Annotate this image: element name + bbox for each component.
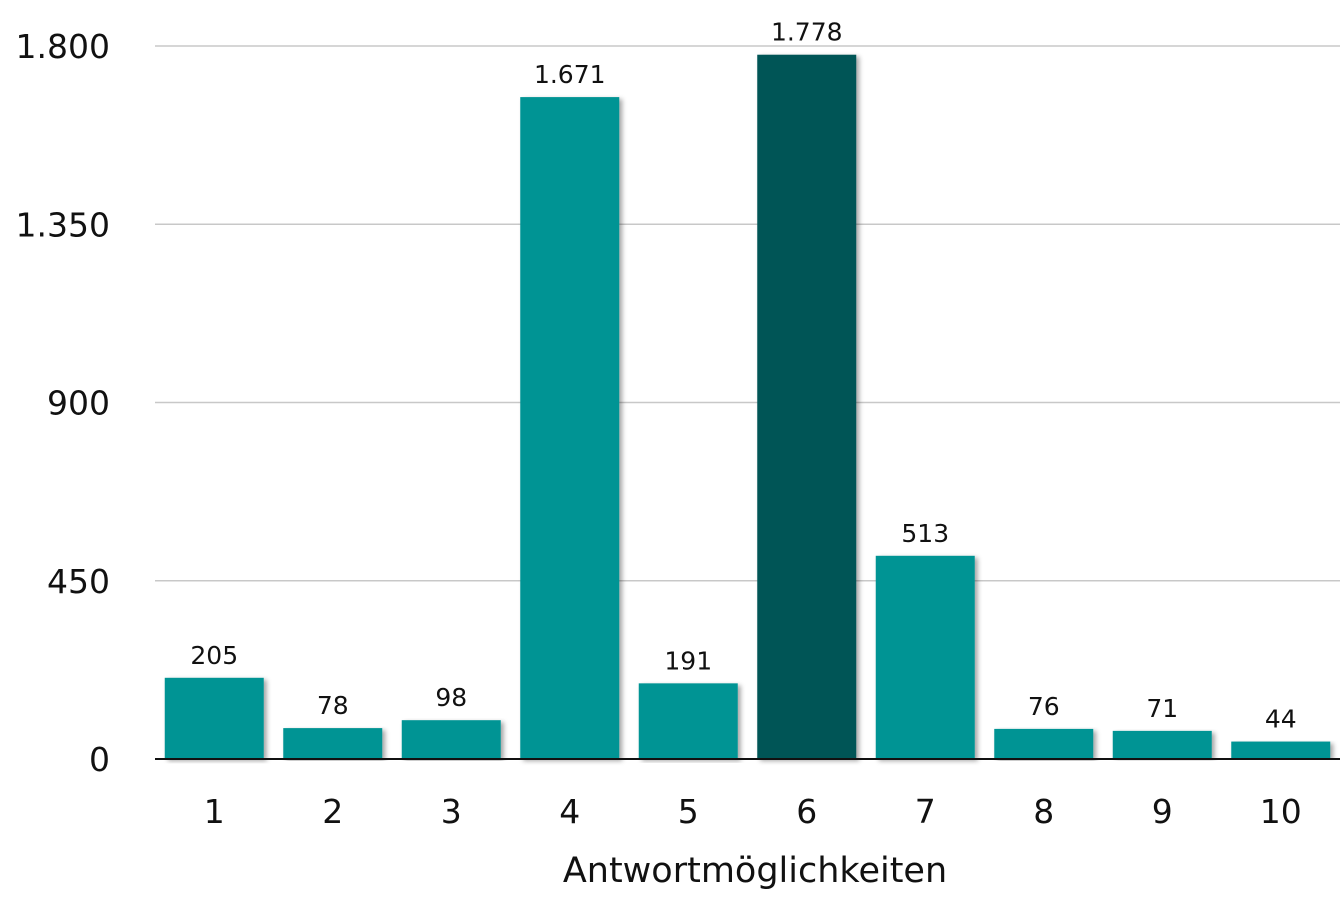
data-label-4: 1.671 bbox=[534, 60, 606, 89]
y-tick-label: 1.800 bbox=[16, 27, 110, 66]
x-tick-label: 1 bbox=[204, 792, 225, 831]
y-tick-label: 1.350 bbox=[16, 205, 110, 244]
data-label-7: 513 bbox=[901, 519, 949, 548]
x-tick-label: 3 bbox=[441, 792, 462, 831]
data-label-5: 191 bbox=[664, 646, 712, 675]
data-labels: 205 78 98 1.671 191 1.778 513 76 71 44 bbox=[190, 18, 1296, 734]
x-axis-title: Antwortmöglichkeiten bbox=[563, 851, 947, 891]
y-tick-label: 450 bbox=[47, 562, 110, 601]
y-tick-label: 900 bbox=[47, 384, 110, 423]
x-tick-label: 6 bbox=[796, 792, 817, 831]
bar-7 bbox=[875, 555, 975, 759]
x-tick-label: 7 bbox=[915, 792, 936, 831]
data-label-10: 44 bbox=[1265, 705, 1297, 734]
data-label-2: 78 bbox=[317, 691, 349, 720]
bar-2 bbox=[283, 728, 383, 759]
data-label-6: 1.778 bbox=[771, 18, 843, 47]
x-tick-label: 10 bbox=[1260, 792, 1302, 831]
x-tick-label: 2 bbox=[322, 792, 343, 831]
x-tick-label: 4 bbox=[559, 792, 580, 831]
data-label-1: 205 bbox=[190, 641, 238, 670]
bar-9 bbox=[1112, 730, 1212, 759]
bar-8 bbox=[994, 728, 1094, 759]
gridlines bbox=[155, 45, 1340, 582]
data-label-8: 76 bbox=[1028, 692, 1060, 721]
x-axis-tick-labels: 1 2 3 4 5 6 7 8 9 10 bbox=[204, 792, 1302, 831]
bar-1 bbox=[164, 677, 264, 759]
data-label-3: 98 bbox=[435, 683, 467, 712]
bars bbox=[164, 54, 1331, 760]
x-tick-label: 9 bbox=[1152, 792, 1173, 831]
bar-4 bbox=[520, 97, 620, 760]
y-axis-tick-labels: 0 450 900 1.350 1.800 bbox=[16, 27, 110, 779]
bar-5 bbox=[638, 683, 738, 759]
data-label-9: 71 bbox=[1146, 694, 1178, 723]
bar-3 bbox=[401, 720, 501, 759]
y-tick-label: 0 bbox=[89, 740, 110, 779]
bar-10 bbox=[1231, 741, 1331, 759]
x-tick-label: 5 bbox=[678, 792, 699, 831]
x-tick-label: 8 bbox=[1033, 792, 1054, 831]
bar-6 bbox=[757, 54, 857, 760]
